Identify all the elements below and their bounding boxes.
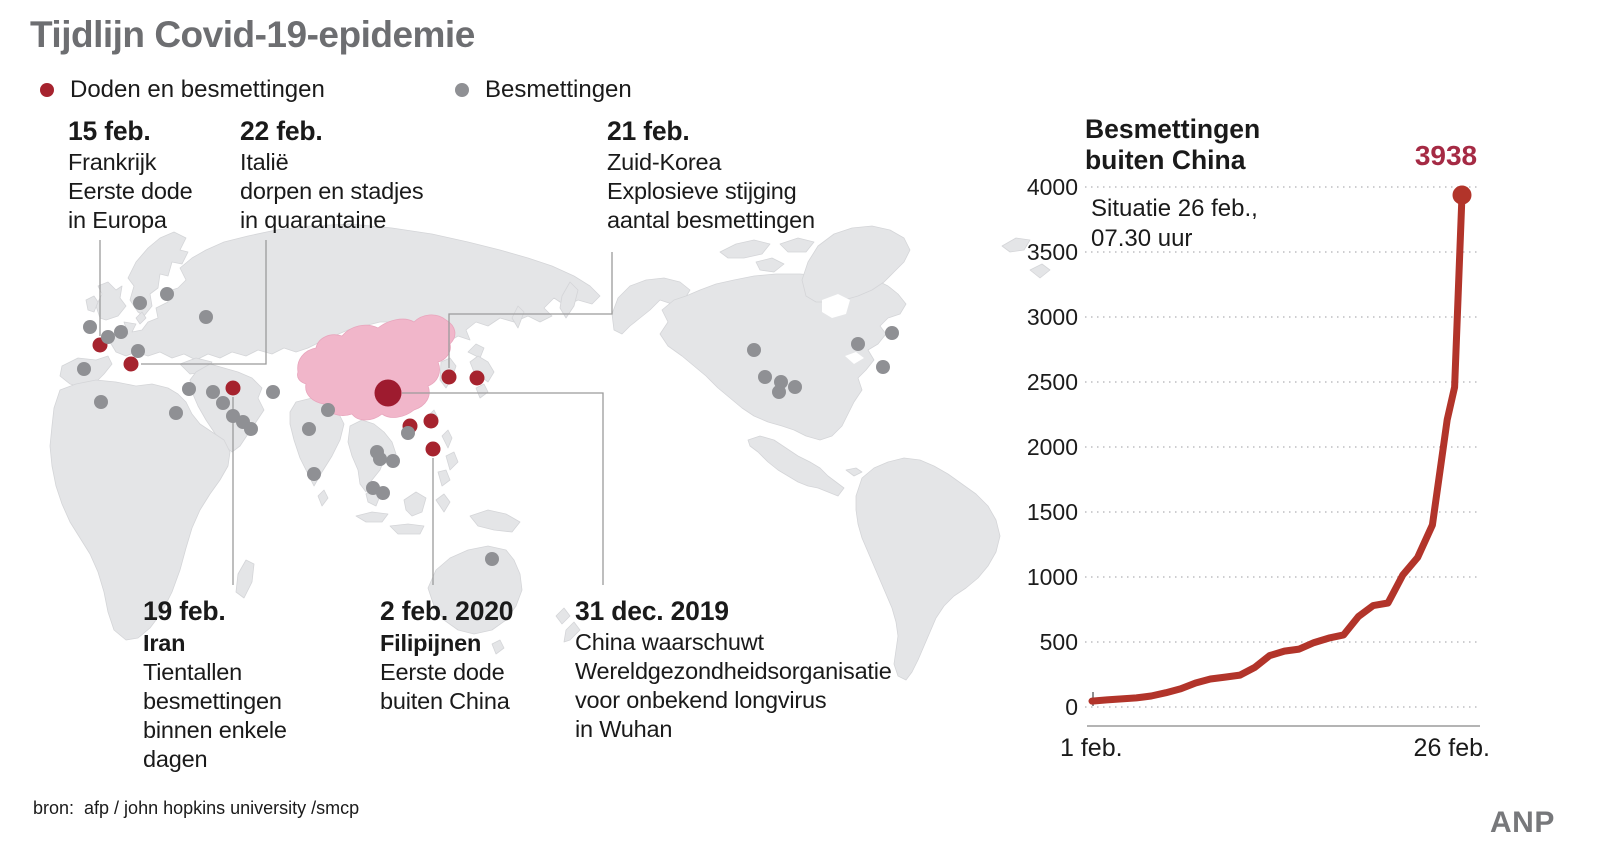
case-dot-deaths xyxy=(123,356,139,372)
case-dot-deaths xyxy=(425,441,441,457)
case-dot-infections xyxy=(485,552,499,566)
deaths-dot-icon xyxy=(40,83,54,97)
map-markers xyxy=(77,240,899,585)
case-dot-deaths xyxy=(225,380,241,396)
case-dot-deaths xyxy=(423,413,439,429)
infections-line-chart: 0 500 1000 1500 2000 2500 3000 3500 4000 xyxy=(1027,174,1480,727)
case-dot-infections xyxy=(321,403,335,417)
case-dot-deaths xyxy=(469,370,485,386)
source-credit: bron: afp / john hopkins university /smc… xyxy=(33,798,360,818)
annotation-iran: 19 feb. Iran Tientallen besmettingen bin… xyxy=(143,596,343,774)
y-tick-label: 500 xyxy=(1040,629,1078,655)
legend-infections-label: Besmettingen xyxy=(485,76,632,103)
case-dot-infections xyxy=(376,486,390,500)
y-tick-label: 4000 xyxy=(1027,174,1078,200)
chart-title: Besmettingen buiten China xyxy=(1085,114,1261,175)
annotation-connector xyxy=(448,252,613,368)
case-dot-infections xyxy=(101,330,115,344)
x-axis-end-label: 26 feb. xyxy=(1413,734,1490,762)
case-dot-infections xyxy=(758,370,772,384)
annotation-date: 21 feb. xyxy=(607,116,690,146)
case-dot-infections xyxy=(373,452,387,466)
legend-deaths: Doden en besmettingen xyxy=(40,76,325,104)
case-dot-infections xyxy=(206,385,220,399)
case-dot-infections xyxy=(169,406,183,420)
case-dot-infections xyxy=(788,380,802,394)
annotation-body: Zuid-Korea Explosieve stijging aantal be… xyxy=(607,149,815,233)
case-dot-infections xyxy=(77,362,91,376)
y-tick-label: 3000 xyxy=(1027,304,1078,330)
annotation-date: 2 feb. 2020 xyxy=(380,596,514,626)
legend-infections: Besmettingen xyxy=(455,76,632,104)
annotation-country: Filipijnen xyxy=(380,630,482,656)
case-dot-infections xyxy=(401,426,415,440)
case-dot-infections xyxy=(216,396,230,410)
annotation-china: 31 dec. 2019 China waarschuwt Wereldgezo… xyxy=(575,596,975,744)
annotation-korea: 21 feb. Zuid-Korea Explosieve stijging a… xyxy=(607,116,877,235)
case-dot-infections xyxy=(94,395,108,409)
line-end-dot xyxy=(1452,185,1472,205)
legend-deaths-label: Doden en besmettingen xyxy=(70,76,325,103)
y-tick-label: 2000 xyxy=(1027,434,1078,460)
y-tick-label: 1000 xyxy=(1027,564,1078,590)
case-dot-infections xyxy=(160,287,174,301)
annotation-date: 15 feb. xyxy=(68,116,151,146)
page-title: Tijdlijn Covid-19-epidemie xyxy=(30,14,475,55)
case-dot-infections xyxy=(851,337,865,351)
y-tick-label: 1500 xyxy=(1027,499,1078,525)
case-dot-infections xyxy=(307,467,321,481)
annotation-body: China waarschuwt Wereldgezondheidsorgani… xyxy=(575,629,892,742)
annotation-philippines: 2 feb. 2020 Filipijnen Eerste dode buite… xyxy=(380,596,580,716)
case-dot-deaths xyxy=(441,369,457,385)
annotation-italy: 22 feb. Italië dorpen en stadjes in quar… xyxy=(240,116,475,235)
y-tick-label: 3500 xyxy=(1027,239,1078,265)
case-dot-infections xyxy=(885,326,899,340)
chart-end-value-label: 3938 xyxy=(1414,140,1478,171)
annotation-date: 31 dec. 2019 xyxy=(575,596,729,626)
case-dot-infections xyxy=(244,422,258,436)
case-dot-infections xyxy=(133,296,147,310)
annotation-body: Tientallen besmettingen binnen enkele da… xyxy=(143,659,287,772)
anp-logo: ANP xyxy=(1490,806,1555,839)
case-dot-infections xyxy=(266,385,280,399)
infections-line xyxy=(1088,191,1466,705)
annotation-date: 19 feb. xyxy=(143,596,226,626)
annotation-body: Italië dorpen en stadjes in quarantaine xyxy=(240,149,424,233)
case-dot-infections xyxy=(876,360,890,374)
annotation-france: 15 feb. Frankrijk Eerste dode in Europa xyxy=(68,116,253,235)
y-tick-label: 0 xyxy=(1065,694,1078,720)
case-dot-infections xyxy=(83,320,97,334)
annotation-body: Frankrijk Eerste dode in Europa xyxy=(68,149,193,233)
annotation-date: 22 feb. xyxy=(240,116,323,146)
case-dot-infections xyxy=(772,385,786,399)
x-axis-start-label: 1 feb. xyxy=(1060,734,1123,762)
annotation-body: Eerste dode buiten China xyxy=(380,659,510,714)
case-dot-infections xyxy=(114,325,128,339)
infections-dot-icon xyxy=(455,83,469,97)
annotation-country: Iran xyxy=(143,630,186,656)
case-dot-infections xyxy=(131,344,145,358)
case-dot-infections xyxy=(386,454,400,468)
case-dot-infections xyxy=(199,310,213,324)
case-dot-infections xyxy=(302,422,316,436)
case-dot-infections xyxy=(747,343,761,357)
y-tick-label: 2500 xyxy=(1027,369,1078,395)
annotation-connector xyxy=(402,392,604,585)
annotation-connector xyxy=(141,240,267,365)
chart-subtitle: Situatie 26 feb., 07.30 uur xyxy=(1091,195,1258,252)
case-dot-infections xyxy=(182,382,196,396)
wuhan-origin-dot xyxy=(374,379,402,407)
